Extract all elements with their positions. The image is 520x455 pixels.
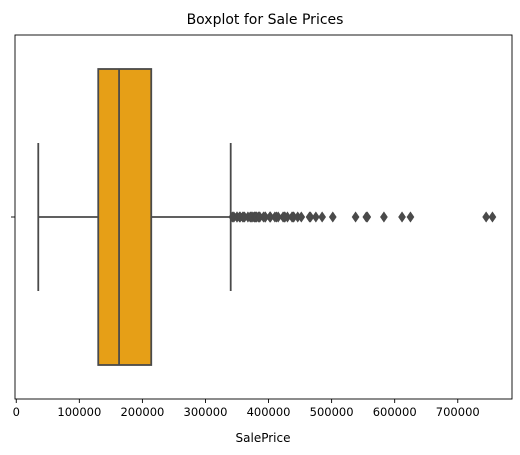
outlier-point <box>488 211 497 223</box>
outlier-point <box>363 211 372 223</box>
outlier-point <box>306 211 315 223</box>
outlier-group <box>228 211 497 223</box>
x-tick-label: 200000 <box>120 405 164 419</box>
x-axis-label: SalePrice <box>236 431 291 445</box>
x-tick-label: 100000 <box>57 405 101 419</box>
x-axis: 0 100000 200000 300000 400000 500000 600000 700… <box>13 399 480 419</box>
outlier-point <box>328 211 337 223</box>
iqr-box <box>97 68 153 366</box>
outlier-point <box>311 211 320 223</box>
outlier-point <box>351 211 360 223</box>
x-tick-label: 700000 <box>436 405 480 419</box>
x-tick-label: 400000 <box>247 405 291 419</box>
box-group <box>37 68 232 366</box>
x-tick-label: 600000 <box>373 405 417 419</box>
outlier-point <box>297 211 306 223</box>
outlier-point <box>482 211 491 223</box>
outlier-point <box>380 211 388 223</box>
outlier-point <box>398 211 406 223</box>
outlier-point <box>318 211 327 223</box>
x-tick-label: 0 <box>13 405 20 419</box>
chart-title: Boxplot for Sale Prices <box>187 12 344 28</box>
outlier-point <box>406 211 415 223</box>
x-tick-label: 300000 <box>184 405 228 419</box>
x-tick-label: 500000 <box>310 405 354 419</box>
